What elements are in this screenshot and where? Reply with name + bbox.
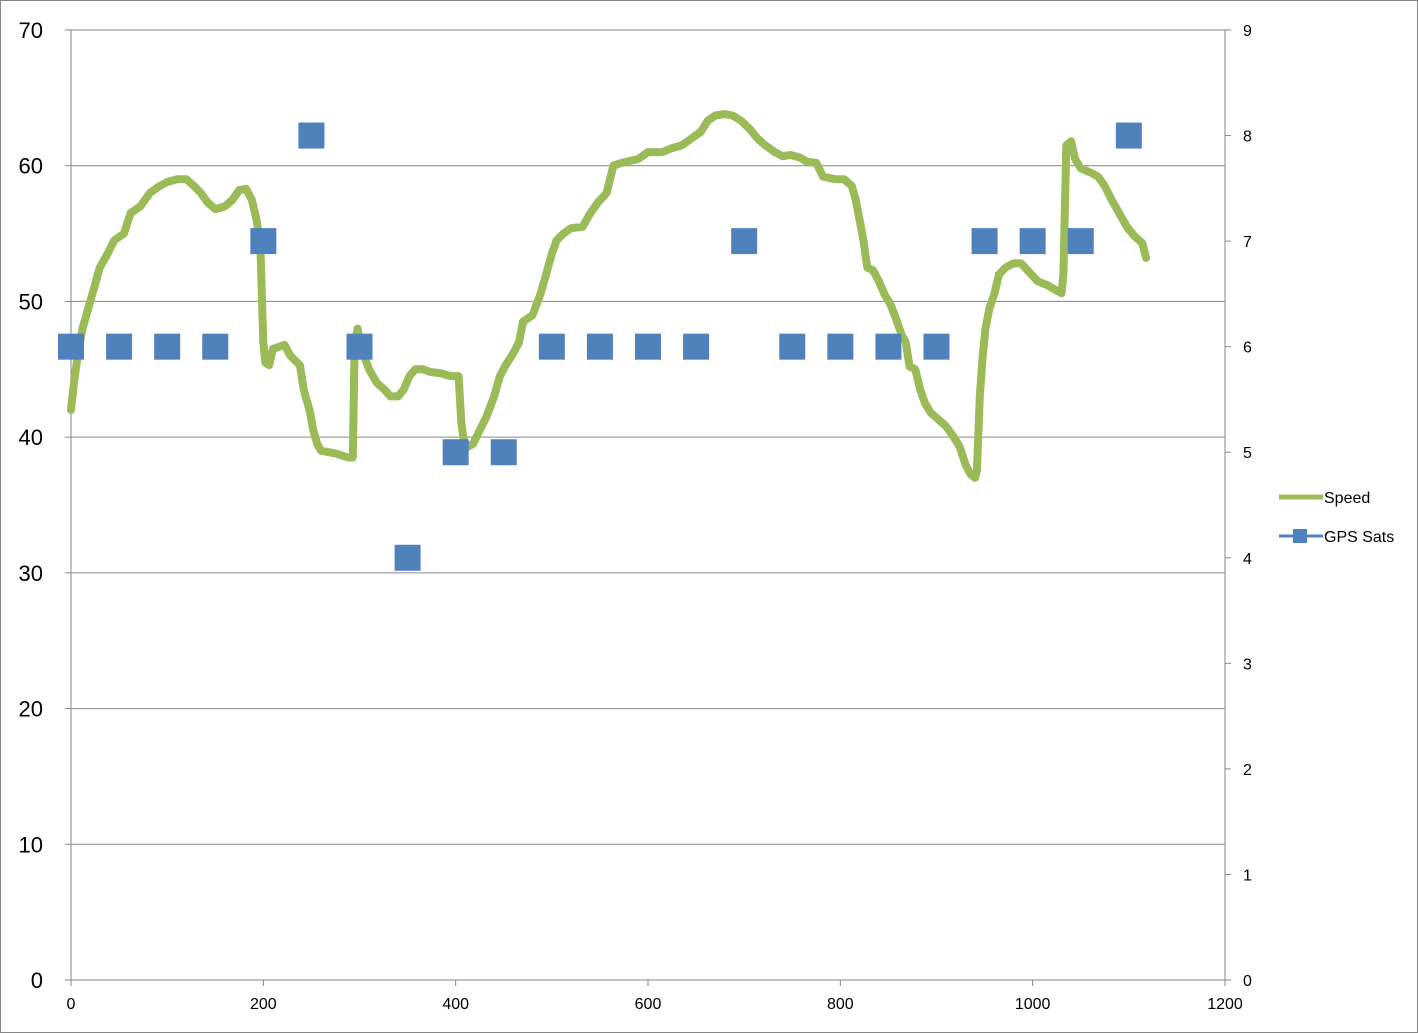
gps-sats-point bbox=[154, 333, 181, 360]
gps-sats-point bbox=[827, 333, 854, 360]
gps-sats-point bbox=[683, 333, 710, 360]
y-tick-label-right: 4 bbox=[1243, 551, 1252, 568]
y-tick-label-left: 60 bbox=[19, 154, 43, 179]
gps-sats-point bbox=[923, 333, 950, 360]
y-tick-label-right: 0 bbox=[1243, 973, 1252, 990]
legend: Speed GPS Sats bbox=[1279, 490, 1394, 546]
y-tick-label-right: 3 bbox=[1243, 656, 1252, 673]
gps-sats-point bbox=[1067, 228, 1094, 255]
gps-sats-point bbox=[442, 439, 469, 466]
gps-sats-point bbox=[731, 228, 758, 255]
y-tick-label-right: 8 bbox=[1243, 129, 1252, 146]
y-tick-label-left: 50 bbox=[19, 289, 43, 314]
gps-sats-point bbox=[394, 544, 421, 571]
gps-sats-point bbox=[346, 333, 373, 360]
x-tick-label: 400 bbox=[442, 996, 469, 1013]
gps-sats-point bbox=[586, 333, 613, 360]
y-tick-label-right: 7 bbox=[1243, 234, 1252, 251]
axes bbox=[65, 29, 1231, 986]
x-tick-label: 1000 bbox=[1015, 996, 1051, 1013]
y-tick-label-left: 10 bbox=[19, 832, 43, 857]
y-tick-label-left: 0 bbox=[31, 968, 43, 993]
y-tick-label-right: 2 bbox=[1243, 762, 1252, 779]
gps-sats-point bbox=[875, 333, 902, 360]
y-tick-label-right: 5 bbox=[1243, 445, 1252, 462]
gps-sats-point bbox=[971, 228, 998, 255]
speed-line bbox=[67, 110, 1151, 482]
legend-speed-label: Speed bbox=[1324, 490, 1370, 507]
x-tick-label: 200 bbox=[250, 996, 277, 1013]
legend-gps-label: GPS Sats bbox=[1324, 529, 1394, 546]
gps-sats-point bbox=[1115, 122, 1142, 149]
y-tick-label-left: 40 bbox=[19, 425, 43, 450]
gps-sats-point bbox=[490, 439, 517, 466]
x-tick-label: 600 bbox=[635, 996, 662, 1013]
gps-sats-series bbox=[58, 122, 1142, 571]
speed-series bbox=[67, 110, 1151, 482]
x-tick-label: 800 bbox=[827, 996, 854, 1013]
gps-sats-point bbox=[1019, 228, 1046, 255]
y-tick-label-left: 20 bbox=[19, 697, 43, 722]
y-tick-label-right: 1 bbox=[1243, 867, 1252, 884]
legend-gps-swatch-marker bbox=[1293, 529, 1307, 543]
gps-sats-point bbox=[250, 228, 277, 255]
x-tick-label: 0 bbox=[67, 996, 76, 1013]
y-tick-label-right: 6 bbox=[1243, 340, 1252, 357]
y-tick-label-left: 30 bbox=[19, 561, 43, 586]
y-tick-label-right: 9 bbox=[1243, 23, 1252, 40]
gps-sats-point bbox=[106, 333, 133, 360]
y-tick-label-left: 70 bbox=[19, 18, 43, 43]
gps-sats-point bbox=[779, 333, 806, 360]
x-tick-label: 1200 bbox=[1207, 996, 1243, 1013]
gps-sats-point bbox=[58, 333, 84, 360]
gps-sats-point bbox=[538, 333, 565, 360]
gps-sats-point bbox=[202, 333, 229, 360]
gps-sats-point bbox=[298, 122, 325, 149]
tick-labels: 0 10 20 30 40 50 60 70 0 1 2 3 4 5 6 7 8 9 0 200 400 600 800 10… bbox=[19, 18, 1252, 1013]
gps-sats-point bbox=[635, 333, 661, 360]
